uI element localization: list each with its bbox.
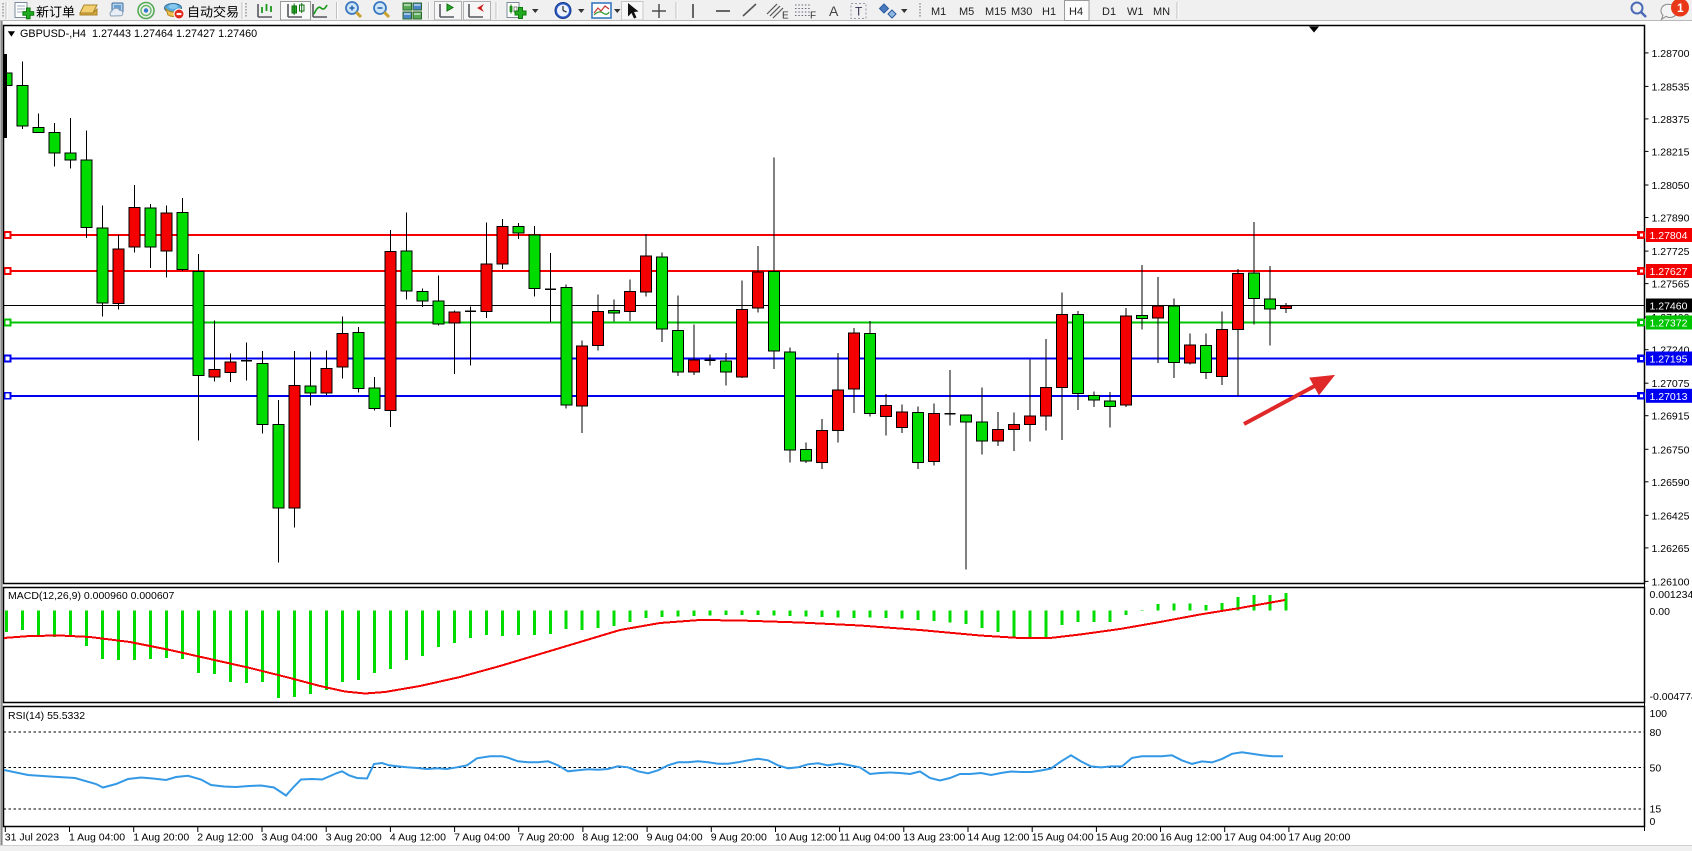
svg-text:1.28050: 1.28050 <box>1652 180 1690 192</box>
svg-text:1.27075: 1.27075 <box>1652 378 1690 390</box>
svg-text:3 Aug 04:00: 3 Aug 04:00 <box>262 832 318 844</box>
svg-text:80: 80 <box>1650 727 1662 739</box>
svg-text:1.26750: 1.26750 <box>1652 444 1690 456</box>
svg-text:1.26265: 1.26265 <box>1652 543 1690 555</box>
svg-text:1 Aug 04:00: 1 Aug 04:00 <box>69 832 125 844</box>
svg-text:MACD(12,26,9) 0.000960 0.00060: MACD(12,26,9) 0.000960 0.000607 <box>8 590 175 602</box>
svg-text:1.27890: 1.27890 <box>1652 213 1690 225</box>
svg-text:17 Aug 04:00: 17 Aug 04:00 <box>1224 832 1286 844</box>
svg-text:11 Aug 04:00: 11 Aug 04:00 <box>839 832 900 844</box>
svg-text:M30: M30 <box>1011 6 1032 18</box>
svg-text:F: F <box>810 11 816 22</box>
svg-text:W1: W1 <box>1127 6 1144 18</box>
svg-text:1 Aug 20:00: 1 Aug 20:00 <box>133 832 189 844</box>
svg-text:15 Aug 04:00: 15 Aug 04:00 <box>1032 832 1094 844</box>
svg-text:1.26100: 1.26100 <box>1652 576 1690 588</box>
svg-text:13 Aug 23:00: 13 Aug 23:00 <box>903 832 965 844</box>
svg-text:1.28535: 1.28535 <box>1652 81 1690 93</box>
svg-text:GBPUSD-,H4 1.27443 1.27464 1.: GBPUSD-,H4 1.27443 1.27464 1.27427 1.274… <box>20 28 257 40</box>
svg-text:1.27372: 1.27372 <box>1650 318 1688 330</box>
svg-text:3 Aug 20:00: 3 Aug 20:00 <box>326 832 382 844</box>
svg-text:1.27013: 1.27013 <box>1650 391 1688 403</box>
svg-text:0: 0 <box>1650 816 1656 828</box>
svg-text:1.28215: 1.28215 <box>1652 146 1690 158</box>
svg-text:14 Aug 12:00: 14 Aug 12:00 <box>968 832 1030 844</box>
svg-text:1.27460: 1.27460 <box>1650 301 1688 313</box>
svg-text:1.28375: 1.28375 <box>1652 114 1690 126</box>
svg-text:100: 100 <box>1650 708 1668 720</box>
svg-text:H4: H4 <box>1069 6 1083 18</box>
svg-text:9 Aug 20:00: 9 Aug 20:00 <box>711 832 767 844</box>
svg-text:1.28700: 1.28700 <box>1652 48 1690 60</box>
svg-text:1.26425: 1.26425 <box>1652 510 1690 522</box>
svg-text:M1: M1 <box>931 6 946 18</box>
svg-text:RSI(14) 55.5332: RSI(14) 55.5332 <box>8 710 85 722</box>
svg-text:1: 1 <box>1677 1 1684 15</box>
svg-text:7 Aug 04:00: 7 Aug 04:00 <box>454 832 510 844</box>
svg-text:MN: MN <box>1153 6 1170 18</box>
svg-text:7 Aug 20:00: 7 Aug 20:00 <box>518 832 574 844</box>
svg-text:1.27627: 1.27627 <box>1650 266 1688 278</box>
svg-text:1.27565: 1.27565 <box>1652 279 1690 291</box>
svg-text:9 Aug 04:00: 9 Aug 04:00 <box>647 832 703 844</box>
svg-text:15 Aug 20:00: 15 Aug 20:00 <box>1096 832 1158 844</box>
svg-text:E: E <box>782 11 789 22</box>
svg-text:H1: H1 <box>1042 6 1056 18</box>
svg-text:0.001234: 0.001234 <box>1650 589 1692 601</box>
svg-text:M5: M5 <box>959 6 974 18</box>
svg-text:4 Aug 12:00: 4 Aug 12:00 <box>390 832 446 844</box>
svg-text:17 Aug 20:00: 17 Aug 20:00 <box>1288 832 1350 844</box>
svg-text:-0.004774: -0.004774 <box>1650 691 1692 703</box>
svg-text:50: 50 <box>1650 763 1662 775</box>
svg-text:T: T <box>855 5 863 19</box>
svg-text:D1: D1 <box>1102 6 1116 18</box>
svg-text:2 Aug 12:00: 2 Aug 12:00 <box>197 832 253 844</box>
svg-text:8 Aug 12:00: 8 Aug 12:00 <box>582 832 638 844</box>
svg-text:M15: M15 <box>985 6 1006 18</box>
svg-text:1.27195: 1.27195 <box>1650 354 1688 366</box>
svg-text:16 Aug 12:00: 16 Aug 12:00 <box>1160 832 1222 844</box>
svg-text:15: 15 <box>1650 804 1662 816</box>
svg-text:A: A <box>829 3 839 19</box>
svg-text:1.26590: 1.26590 <box>1652 477 1690 489</box>
svg-text:31 Jul 2023: 31 Jul 2023 <box>5 832 59 844</box>
svg-text:1.27725: 1.27725 <box>1652 246 1690 258</box>
svg-text:10 Aug 12:00: 10 Aug 12:00 <box>775 832 837 844</box>
svg-text:1.26915: 1.26915 <box>1652 411 1690 423</box>
svg-text:0.00: 0.00 <box>1650 606 1671 618</box>
svg-text:1.27804: 1.27804 <box>1650 230 1688 242</box>
